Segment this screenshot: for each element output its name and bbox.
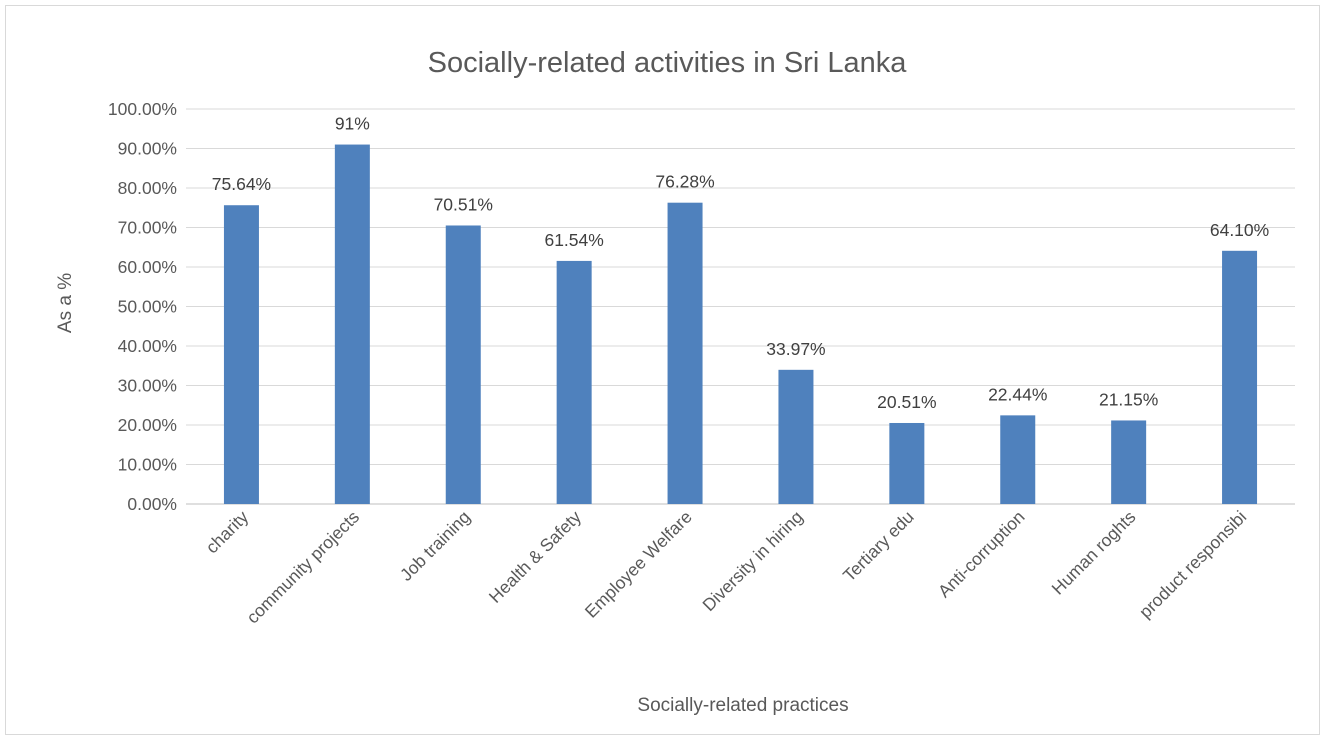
bar xyxy=(1111,420,1147,504)
y-tick-label: 0.00% xyxy=(127,494,177,514)
chart-title: Socially-related activities in Sri Lanka xyxy=(428,47,908,79)
bars xyxy=(223,144,1258,505)
category-label: Diversity in hiring xyxy=(698,507,806,615)
bar xyxy=(778,369,814,504)
x-axis-title: Socially-related practices xyxy=(637,695,848,716)
data-label: 20.51% xyxy=(877,392,936,412)
y-tick-label: 90.00% xyxy=(118,139,177,159)
data-label: 70.51% xyxy=(434,194,493,214)
category-label: community projects xyxy=(242,507,363,628)
bar-chart: Socially-related activities in Sri Lanka… xyxy=(55,47,1295,716)
chart-frame: Socially-related activities in Sri Lanka… xyxy=(5,5,1320,735)
bar xyxy=(223,205,259,505)
bar xyxy=(889,422,925,504)
category-label: Job training xyxy=(396,507,474,585)
data-label: 33.97% xyxy=(766,339,825,359)
data-label: 22.44% xyxy=(988,384,1047,404)
category-label: product responsibi xyxy=(1135,507,1250,622)
y-tick-label: 70.00% xyxy=(118,218,177,238)
category-label: Employee Welfare xyxy=(581,507,696,622)
bar xyxy=(556,260,592,504)
y-tick-label: 60.00% xyxy=(118,257,177,277)
y-tick-label: 40.00% xyxy=(118,336,177,356)
y-tick-label: 80.00% xyxy=(118,178,177,198)
data-label: 61.54% xyxy=(544,230,603,250)
bar xyxy=(1000,415,1036,504)
bar xyxy=(1222,250,1258,504)
data-label: 75.64% xyxy=(212,174,271,194)
data-labels: 75.64% 91% 70.51% 61.54% 76.28% 33.97% 20.51% 2… xyxy=(212,114,1269,412)
bar xyxy=(334,144,370,505)
y-tick-labels: 0.00% 10.00% 20.00% 30.00% 40.00% 50.00% 60.00… xyxy=(108,99,177,514)
gridlines xyxy=(186,108,1295,505)
category-label: Anti-corruption xyxy=(934,507,1029,602)
bar xyxy=(445,225,481,504)
y-tick-label: 100.00% xyxy=(108,99,177,119)
y-tick-label: 20.00% xyxy=(118,415,177,435)
category-label: charity xyxy=(202,507,253,558)
y-tick-label: 30.00% xyxy=(118,376,177,396)
category-label: Health & Safety xyxy=(485,507,585,607)
bar xyxy=(667,202,703,504)
data-label: 76.28% xyxy=(655,172,714,192)
y-tick-label: 10.00% xyxy=(118,455,177,475)
category-label: Human roghts xyxy=(1048,507,1140,599)
y-axis-title: As a % xyxy=(55,273,76,333)
data-label: 21.15% xyxy=(1099,389,1158,409)
data-label: 91% xyxy=(335,114,370,134)
category-label: Tertiary edu xyxy=(839,507,918,586)
data-label: 64.10% xyxy=(1210,220,1269,240)
y-tick-label: 50.00% xyxy=(118,297,177,317)
